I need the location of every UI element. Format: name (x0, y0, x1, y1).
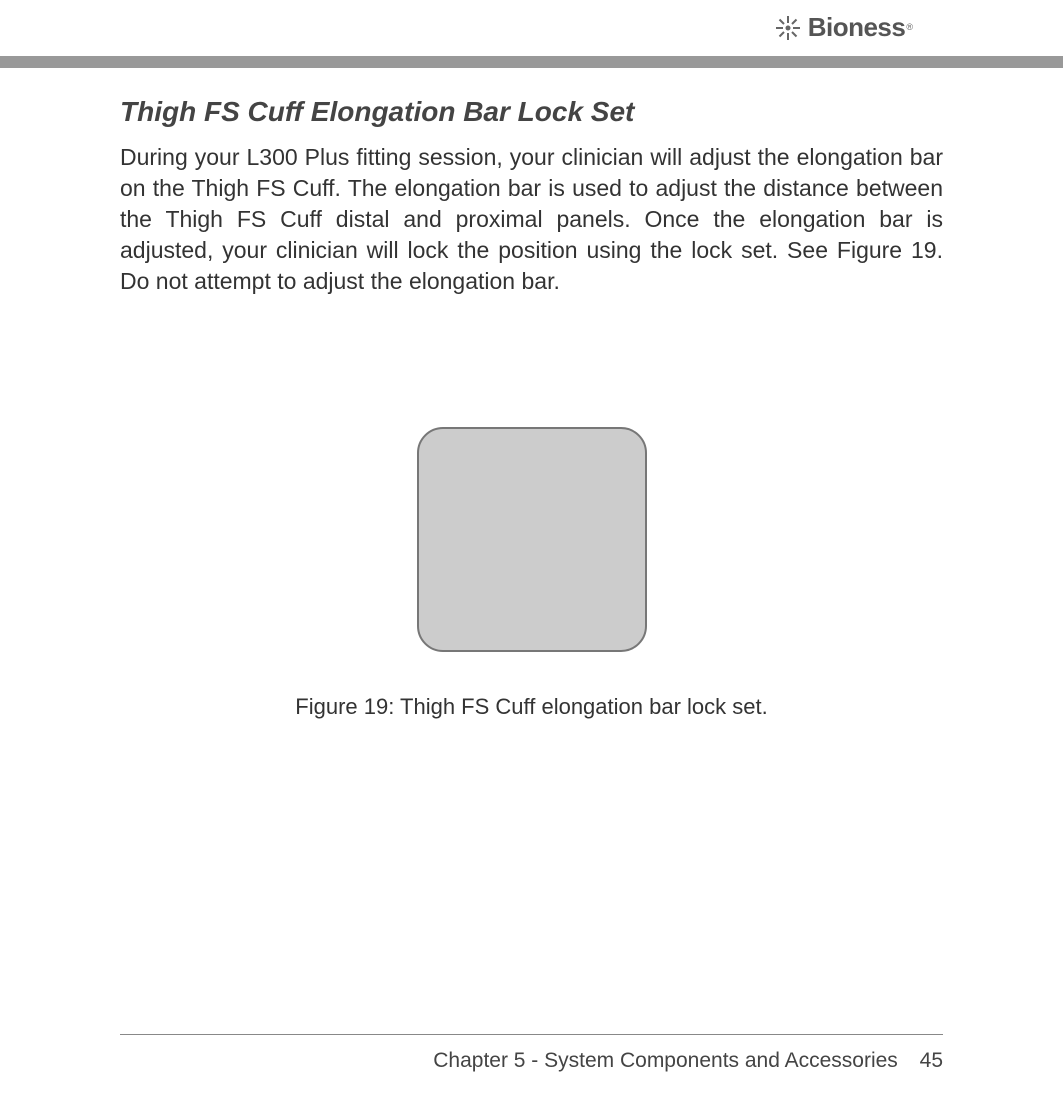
chapter-label: Chapter 5 - System Components and Access… (433, 1049, 898, 1072)
brand-name: Bioness® (808, 12, 913, 43)
section-title: Thigh FS Cuff Elongation Bar Lock Set (120, 96, 943, 128)
starburst-icon (774, 14, 802, 42)
page-content: Thigh FS Cuff Elongation Bar Lock Set Du… (0, 68, 1063, 720)
page-footer: Chapter 5 - System Components and Access… (0, 1034, 1063, 1073)
page-number: 45 (920, 1049, 943, 1072)
registered-mark: ® (906, 22, 913, 32)
footer-text: Chapter 5 - System Components and Access… (120, 1049, 943, 1073)
brand-logo: Bioness® (774, 12, 913, 43)
figure-image-placeholder (417, 427, 647, 652)
footer-divider (120, 1034, 943, 1035)
header-area: Bioness® (0, 0, 1063, 56)
figure-caption: Figure 19: Thigh FS Cuff elongation bar … (295, 694, 767, 720)
body-paragraph: During your L300 Plus fitting session, y… (120, 142, 943, 297)
figure-container: Figure 19: Thigh FS Cuff elongation bar … (120, 427, 943, 720)
brand-text: Bioness (808, 12, 906, 42)
header-divider-bar (0, 56, 1063, 68)
